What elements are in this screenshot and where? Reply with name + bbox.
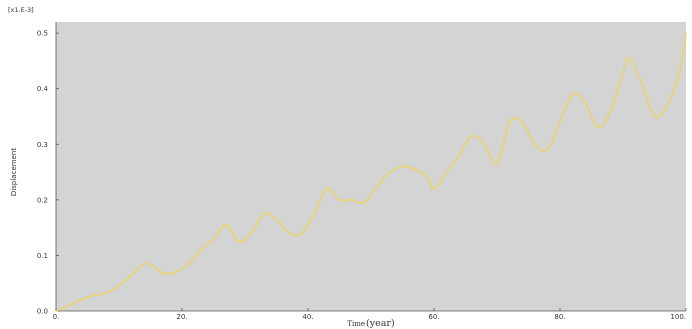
- x-tick-label: 80.: [554, 313, 565, 321]
- y-tick-label: 0.2: [37, 196, 48, 204]
- y-axis-title: Displacement: [10, 148, 18, 196]
- x-tick-label: 20.: [176, 313, 187, 321]
- x-tick-label: 0.: [53, 313, 60, 321]
- y-tick-label: 0.4: [37, 85, 49, 93]
- x-axis-title: Time(year): [347, 318, 394, 329]
- y-tick-label: 0.1: [37, 252, 48, 260]
- y-tick-label: 0.0: [37, 308, 48, 316]
- x-tick-label: 60.: [428, 313, 439, 321]
- series-layer: [55, 32, 687, 312]
- x-axis-title-unit: (year): [366, 318, 395, 329]
- x-tick-label: 100.: [670, 313, 686, 321]
- x-axis-title-label: Time: [347, 320, 365, 328]
- y-tick-label: 0.3: [37, 141, 48, 149]
- x-tick-label: 40.: [302, 313, 313, 321]
- y-tick-label: 0.5: [37, 30, 48, 38]
- scale-label: [x1.E-3]: [8, 6, 34, 14]
- series-line: [55, 32, 687, 312]
- plot-area: [56, 22, 686, 311]
